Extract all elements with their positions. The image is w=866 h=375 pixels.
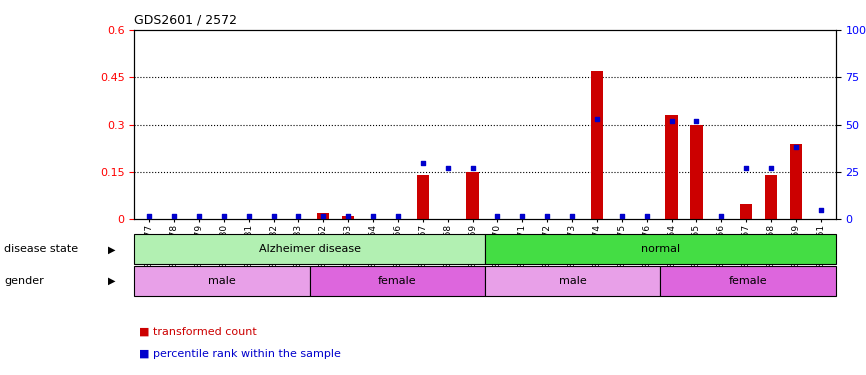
Point (142, 213, 156, 219)
Point (267, 213, 281, 219)
Text: Alzheimer disease: Alzheimer disease (259, 244, 360, 254)
Bar (790, 144, 802, 219)
Point (242, 213, 255, 219)
Bar (690, 124, 702, 219)
Point (292, 213, 306, 219)
Text: female: female (728, 276, 767, 286)
Point (565, 213, 579, 219)
Text: ■ transformed count: ■ transformed count (139, 327, 256, 337)
Bar (665, 115, 678, 219)
Text: gender: gender (4, 276, 44, 286)
Point (615, 213, 629, 219)
Point (192, 213, 206, 219)
Point (167, 213, 181, 219)
Point (590, 116, 604, 122)
Text: ▶: ▶ (108, 244, 116, 254)
Point (441, 165, 455, 171)
Point (689, 118, 703, 124)
Point (740, 165, 753, 171)
Point (466, 165, 480, 171)
Bar (661, 266, 836, 296)
Point (416, 160, 430, 166)
Text: female: female (378, 276, 417, 286)
Point (216, 213, 230, 219)
Point (664, 118, 678, 124)
Bar (417, 175, 429, 219)
Bar (740, 204, 753, 219)
Text: GDS2601 / 2572: GDS2601 / 2572 (134, 13, 237, 26)
Point (366, 213, 380, 219)
Bar (342, 216, 354, 219)
Text: ■ percentile rank within the sample: ■ percentile rank within the sample (139, 350, 340, 359)
Point (391, 213, 404, 219)
Bar (485, 266, 661, 296)
Point (316, 213, 330, 219)
Text: normal: normal (641, 244, 680, 254)
Point (490, 213, 504, 219)
Bar (591, 71, 603, 219)
Text: ▶: ▶ (108, 276, 116, 286)
Bar (466, 172, 479, 219)
Bar (485, 234, 836, 264)
Point (540, 213, 554, 219)
Point (515, 213, 529, 219)
Bar (134, 234, 485, 264)
Text: male: male (559, 276, 586, 286)
Point (640, 213, 654, 219)
Point (789, 144, 803, 150)
Text: disease state: disease state (4, 244, 79, 254)
Text: male: male (208, 276, 236, 286)
Bar (310, 266, 485, 296)
Point (814, 207, 828, 213)
Bar (134, 266, 310, 296)
Bar (317, 213, 329, 219)
Point (714, 213, 728, 219)
Point (764, 165, 778, 171)
Point (341, 213, 355, 219)
Bar (765, 175, 778, 219)
